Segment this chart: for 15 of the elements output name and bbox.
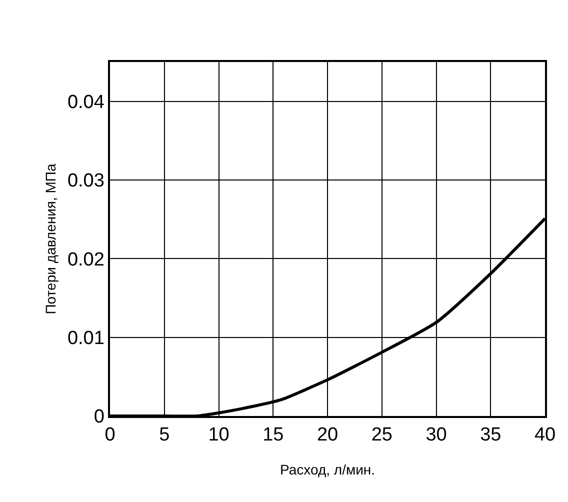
x-tick-label: 15 xyxy=(262,424,284,446)
x-tick-label: 20 xyxy=(316,424,338,446)
x-tick-label: 5 xyxy=(159,424,170,446)
x-tick-label: 30 xyxy=(426,424,447,446)
y-tick-label: 0.03 xyxy=(67,170,104,192)
y-axis-title: Потери давления, МПа xyxy=(42,164,59,314)
x-tick-label: 40 xyxy=(534,424,556,446)
y-tick-label: 0.01 xyxy=(67,328,104,349)
x-tick-label: 35 xyxy=(480,424,502,446)
x-tick-label: 25 xyxy=(371,424,392,446)
x-axis-title: Расход, л/мин. xyxy=(280,461,376,478)
y-tick-label: 0.04 xyxy=(67,92,105,113)
x-tick-label: 10 xyxy=(208,424,230,446)
y-tick-label: 0.02 xyxy=(67,249,104,270)
y-tick-label: 0 xyxy=(94,406,104,428)
